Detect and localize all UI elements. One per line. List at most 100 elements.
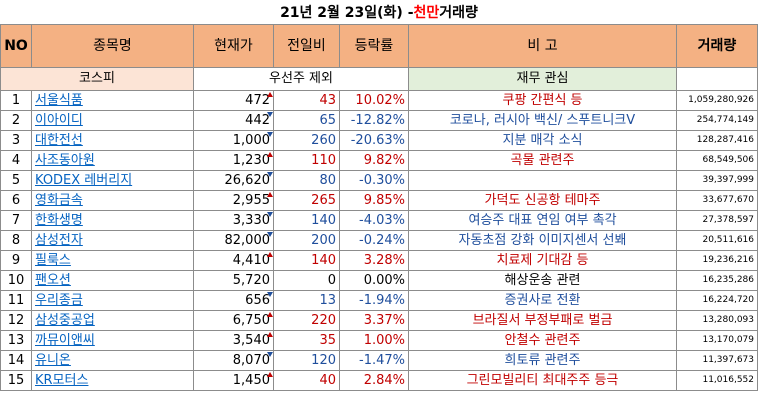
stock-name-link[interactable]: 우리종금 (31, 290, 194, 311)
stock-name-link[interactable]: 필룩스 (31, 250, 194, 271)
row-no: 11 (0, 290, 32, 311)
row-price: 1,230 (193, 150, 274, 171)
row-rate: 2.84% (339, 370, 409, 391)
row-change-text: 265 (311, 193, 336, 208)
row-note: 희토류 관련주 (408, 350, 677, 371)
stock-name-link-text[interactable]: 서울식품 (35, 93, 83, 108)
row-change: 260 (273, 130, 340, 151)
stock-name-link-text[interactable]: 삼성중공업 (35, 313, 95, 328)
table-row: 7 한화생명 3,330 140 -4.03% 여승주 대표 연임 여부 촉각 27,378… (0, 210, 758, 231)
row-volume: 20,511,616 (676, 230, 758, 251)
row-no-text: 5 (11, 173, 21, 188)
stock-name-link-text[interactable]: 삼성전자 (35, 233, 83, 248)
table-row: 10 팬오션 5,720 0 0.00% 해상운송 관련 16,235,286 (0, 270, 758, 291)
row-volume-text: 19,236,216 (702, 255, 754, 265)
stock-name-link[interactable]: 삼성전자 (31, 230, 194, 251)
row-no: 1 (0, 90, 32, 111)
row-no-text: 11 (7, 293, 25, 308)
row-no: 9 (0, 250, 32, 271)
stock-name-link-text[interactable]: 우리종금 (35, 293, 83, 308)
row-change: 13 (273, 290, 340, 311)
table-row: 6 영화금속 2,955 265 9.85% 가덕도 신공항 테마주 33,677,670 (0, 190, 758, 211)
row-volume: 13,170,079 (676, 330, 758, 351)
table-row: 1 서울식품 472 43 10.02% 쿠팡 간편식 등 1,059,280,926 (0, 90, 758, 111)
stock-name-link[interactable]: 대한전선 (31, 130, 194, 151)
stock-name-link[interactable]: 삼성중공업 (31, 310, 194, 331)
stock-name-link-text[interactable]: 사조동아원 (35, 153, 95, 168)
stock-name-link[interactable]: 사조동아원 (31, 150, 194, 171)
stock-name-link[interactable]: 영화금속 (31, 190, 194, 211)
page-title: 21년 2월 23일(화) - 천만 거래량 (0, 0, 758, 24)
row-price: 656 (193, 290, 274, 311)
stock-name-link[interactable]: KODEX 레버리지 (31, 170, 194, 191)
stock-name-link[interactable]: 한화생명 (31, 210, 194, 231)
row-volume: 27,378,597 (676, 210, 758, 231)
row-rate-text: 3.28% (363, 253, 405, 268)
stock-name-link-text[interactable]: 한화생명 (35, 213, 83, 228)
row-change: 43 (273, 90, 340, 111)
up-triangle-icon (267, 152, 273, 157)
row-volume-text: 254,774,149 (696, 115, 754, 125)
row-rate-text: 0.00% (363, 273, 405, 288)
row-price-text: 3,330 (232, 213, 270, 228)
row-volume: 19,236,216 (676, 250, 758, 271)
header-volume: 거래량 (676, 24, 758, 68)
row-note-text: 곡물 관련주 (510, 153, 575, 168)
row-volume: 39,397,999 (676, 170, 758, 191)
row-note: 치료제 기대감 등 (408, 250, 677, 271)
stock-name-link[interactable]: 이아이디 (31, 110, 194, 131)
stock-name-link[interactable]: 까뮤이앤씨 (31, 330, 194, 351)
stock-name-link-text[interactable]: KR모터스 (35, 373, 89, 388)
stock-name-link-text[interactable]: 팬오션 (35, 273, 71, 288)
stock-name-link-text[interactable]: 영화금속 (35, 193, 83, 208)
row-volume-text: 11,397,673 (702, 355, 754, 365)
header-change: 전일비 (273, 24, 340, 68)
row-change: 140 (273, 250, 340, 271)
stock-name-link-text[interactable]: 까뮤이앤씨 (35, 333, 95, 348)
row-rate: -0.30% (339, 170, 409, 191)
row-volume: 68,549,506 (676, 150, 758, 171)
row-change-text: 43 (319, 93, 336, 108)
down-triangle-icon (267, 292, 273, 297)
header-price: 현재가 (193, 24, 274, 68)
stock-name-link-text[interactable]: 필룩스 (35, 253, 71, 268)
up-triangle-icon (267, 312, 273, 317)
row-rate-text: 10.02% (355, 93, 405, 108)
stock-name-link-text[interactable]: KODEX 레버리지 (35, 173, 133, 188)
row-price-text: 1,450 (232, 373, 270, 388)
row-change: 220 (273, 310, 340, 331)
subheader-interest: 재무 관심 (408, 67, 677, 91)
table-row: 11 우리종금 656 13 -1.94% 증권사로 전환 16,224,720 (0, 290, 758, 311)
title-prefix: 21년 2월 23일(화) - (280, 5, 414, 21)
up-triangle-icon (267, 252, 273, 257)
stock-name-link[interactable]: 유니온 (31, 350, 194, 371)
stock-name-link[interactable]: 팬오션 (31, 270, 194, 291)
row-change: 0 (273, 270, 340, 291)
table-row: 9 필룩스 4,410 140 3.28% 치료제 기대감 등 19,236,216 (0, 250, 758, 271)
row-change-text: 110 (311, 153, 336, 168)
row-price-text: 82,000 (224, 233, 271, 248)
row-price: 1,000 (193, 130, 274, 151)
row-price: 4,410 (193, 250, 274, 271)
row-note-text: 치료제 기대감 등 (496, 253, 589, 268)
row-note-text: 브라질서 부정부패로 벌금 (472, 313, 613, 328)
row-price: 5,720 (193, 270, 274, 291)
row-no: 2 (0, 110, 32, 131)
row-no-text: 13 (7, 333, 25, 348)
row-note: 쿠팡 간편식 등 (408, 90, 677, 111)
subheader-row: 코스피 우선주 제외 재무 관심 (0, 67, 758, 91)
up-triangle-icon (267, 92, 273, 97)
row-note: 지분 매각 소식 (408, 130, 677, 151)
stock-name-link[interactable]: 서울식품 (31, 90, 194, 111)
row-change: 140 (273, 210, 340, 231)
stock-name-link-text[interactable]: 대한전선 (35, 133, 83, 148)
table-row: 13 까뮤이앤씨 3,540 35 1.00% 안철수 관련주 13,170,079 (0, 330, 758, 351)
row-volume: 16,235,286 (676, 270, 758, 291)
stock-name-link[interactable]: KR모터스 (31, 370, 194, 391)
stock-name-link-text[interactable]: 이아이디 (35, 113, 83, 128)
row-rate-text: -12.82% (350, 113, 405, 128)
row-volume-text: 16,235,286 (702, 275, 754, 285)
stock-name-link-text[interactable]: 유니온 (35, 353, 71, 368)
row-price-text: 4,410 (232, 253, 270, 268)
